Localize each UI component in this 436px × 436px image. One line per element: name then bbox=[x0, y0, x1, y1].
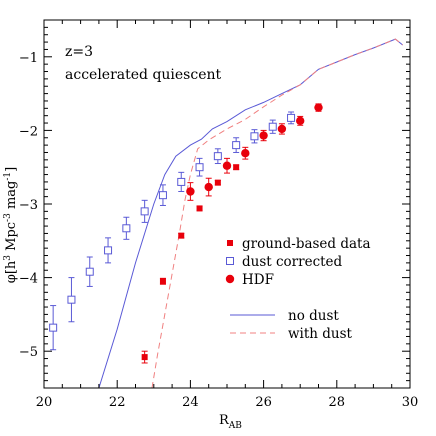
point-dust-corrected bbox=[140, 207, 149, 216]
x-tick-label: 22 bbox=[109, 395, 126, 410]
y-axis-title: φ[h3 Mpc-3 mag-1] bbox=[3, 167, 19, 284]
x-tick-label: 26 bbox=[255, 395, 272, 410]
x-tick-label: 28 bbox=[329, 395, 346, 410]
legend-label-ground-based-data: ground-based data bbox=[242, 236, 371, 252]
legend: ground-based data dust corrected HDF no dus… bbox=[225, 236, 371, 342]
point-dust-corrected bbox=[104, 246, 113, 255]
series-line-with-dust bbox=[151, 38, 404, 388]
x-axis-title: RAB bbox=[219, 413, 242, 431]
point-HDF bbox=[277, 124, 287, 134]
point-dust-corrected bbox=[287, 113, 296, 122]
point-dust-corrected bbox=[85, 267, 94, 276]
legend-label-dust-corrected: dust corrected bbox=[242, 254, 343, 270]
y-tick-label: −5 bbox=[19, 345, 38, 360]
point-HDF bbox=[186, 187, 195, 196]
point-ground-based-data bbox=[214, 179, 221, 186]
point-dust-corrected bbox=[268, 122, 277, 131]
point-ground-based-data bbox=[141, 354, 148, 361]
y-axis-title-prefix: φ[h bbox=[4, 260, 19, 283]
legend-marker-dust-corrected bbox=[226, 257, 234, 265]
point-HDF bbox=[204, 182, 213, 192]
point-dust-corrected bbox=[195, 163, 204, 172]
model-annotation: accelerated quiescent bbox=[65, 67, 222, 83]
point-dust-corrected bbox=[158, 191, 167, 200]
point-dust-corrected bbox=[49, 323, 58, 332]
y-axis-title-exp3: -1 bbox=[3, 172, 13, 181]
point-ground-based-data bbox=[178, 232, 185, 239]
y-axis-title-exp2: -3 bbox=[3, 213, 13, 222]
point-dust-corrected bbox=[177, 177, 186, 186]
model-lines bbox=[98, 38, 404, 388]
x-tick-label: 30 bbox=[402, 395, 419, 410]
legend-marker-HDF bbox=[225, 274, 235, 284]
legend-label-with-dust: with dust bbox=[288, 326, 353, 342]
point-HDF bbox=[314, 103, 323, 112]
y-axis-title-exp1: 3 bbox=[3, 255, 13, 261]
y-tick-label: −2 bbox=[19, 124, 38, 139]
data-points bbox=[49, 103, 323, 364]
point-dust-corrected bbox=[232, 141, 241, 150]
y-axis-title-suffix: ] bbox=[4, 167, 19, 172]
y-axis-title-mid2: mag bbox=[4, 181, 19, 214]
point-HDF bbox=[296, 116, 305, 126]
x-tick-label: 20 bbox=[36, 395, 53, 410]
tick-labels: 20 22 24 26 28 30 −5 −4 −3 −2 −1 bbox=[19, 51, 418, 410]
y-tick-label: −4 bbox=[19, 272, 38, 287]
point-dust-corrected bbox=[250, 132, 259, 141]
x-axis-title-main: R bbox=[219, 413, 230, 428]
point-HDF bbox=[259, 131, 268, 140]
y-axis-title-mid: Mpc bbox=[4, 222, 19, 255]
legend-label-HDF: HDF bbox=[242, 272, 274, 288]
y-tick-label: −1 bbox=[19, 51, 38, 66]
point-dust-corrected bbox=[122, 224, 131, 233]
legend-label-no-dust: no dust bbox=[288, 308, 339, 324]
point-ground-based-data bbox=[159, 278, 166, 285]
point-HDF bbox=[222, 161, 232, 170]
point-ground-based-data bbox=[196, 205, 203, 212]
x-axis-title-subscript: AB bbox=[228, 421, 242, 431]
point-dust-corrected bbox=[213, 152, 222, 161]
point-ground-based-data bbox=[233, 164, 240, 171]
x-tick-label: 24 bbox=[182, 395, 199, 410]
y-tick-label: −3 bbox=[19, 198, 38, 213]
axes-frame bbox=[43, 19, 411, 389]
point-dust-corrected bbox=[67, 295, 76, 304]
legend-marker-ground-based-data bbox=[227, 240, 233, 246]
point-HDF bbox=[241, 149, 250, 158]
redshift-annotation: z=3 bbox=[65, 44, 93, 60]
